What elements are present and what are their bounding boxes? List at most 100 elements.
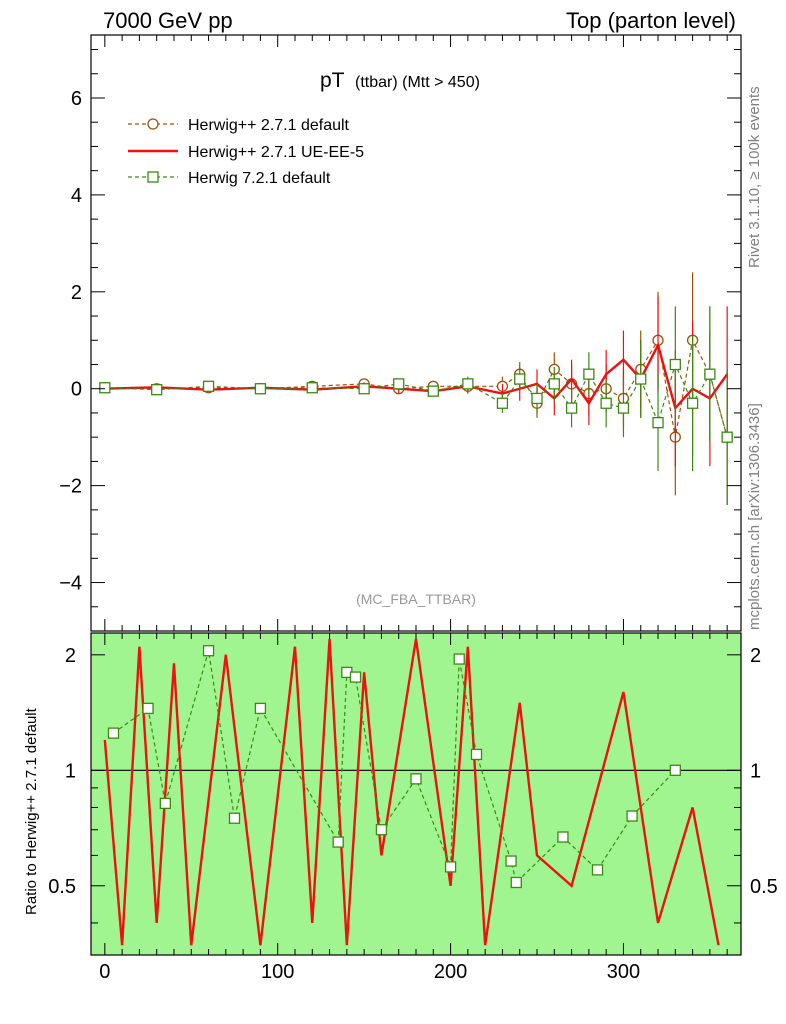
ratio-band [464, 633, 476, 955]
ratio-data-point [557, 831, 569, 843]
ratio-data-point [453, 653, 465, 665]
series-line [104, 362, 728, 438]
ratio-tick-label-left: 1 [65, 760, 76, 782]
data-point [617, 402, 630, 414]
ratio-band [578, 633, 590, 955]
ratio-band [339, 633, 351, 955]
ratio-band [671, 633, 683, 955]
ratio-band [402, 633, 414, 955]
ratio-band [485, 633, 497, 955]
ratio-band [256, 633, 268, 955]
chart-title-main: pT [320, 69, 345, 92]
data-point [99, 382, 111, 394]
y-tick-label: 4 [71, 185, 82, 207]
ratio-data-point [510, 876, 522, 889]
legend-label: Herwig++ 2.7.1 UE-EE-5 [188, 144, 364, 161]
ratio-band [122, 633, 133, 955]
ratio-data-point [669, 764, 681, 776]
ratio-band [101, 633, 113, 955]
ratio-band [205, 633, 216, 955]
data-point [254, 383, 267, 395]
ratio-band [153, 633, 165, 955]
data-point [306, 382, 318, 394]
y-tick-label: 2 [71, 282, 82, 304]
ratio-band [537, 633, 548, 955]
y-tick-label: −2 [59, 476, 82, 498]
ratio-band [702, 633, 714, 955]
ratio-band [308, 633, 320, 955]
header-right: Top (parton level) [566, 8, 736, 33]
data-point [514, 373, 526, 385]
ratio-band [184, 633, 196, 955]
data-point [669, 358, 681, 371]
ratio-band [173, 633, 185, 955]
data-point [427, 385, 439, 397]
legend-marker [147, 171, 159, 183]
axes-ticks: 0 100 200 300 −4 −2 0 2 4 6 0.5 0.5 1 1 2 2 [48, 35, 778, 983]
x-tick-label: 100 [261, 961, 294, 983]
ratio-band [412, 633, 424, 955]
data-point [531, 392, 543, 405]
ratio-band [599, 633, 611, 955]
ratio-data-point [142, 702, 154, 715]
data-point [393, 378, 405, 390]
ratio-band [630, 633, 642, 955]
ratio-band [319, 633, 331, 955]
ratio-tick-label-left: 2 [65, 645, 76, 667]
ratio-band [111, 633, 123, 955]
ratio-band [329, 633, 341, 955]
legend-marker [147, 118, 159, 130]
ratio-band [609, 633, 621, 955]
ratio-series-line [103, 638, 720, 946]
ratio-data-point [159, 797, 171, 810]
data-point [686, 397, 699, 409]
ratio-band [505, 633, 517, 955]
series-line [104, 338, 728, 438]
ratio-tick-label-right: 0.5 [750, 876, 778, 898]
ratio-band [619, 633, 631, 955]
y-tick-label: 6 [71, 88, 82, 110]
ratio-band [713, 633, 725, 955]
ratio-band [495, 633, 507, 955]
y-tick-label: −4 [59, 573, 82, 595]
series-line [104, 341, 729, 411]
ratio-plot-data [91, 638, 741, 946]
data-point [721, 431, 733, 443]
data-point [548, 378, 560, 390]
ratio-band [568, 633, 579, 955]
ratio-y-axis-title: Ratio to Herwig++ 2.7.1 default [23, 707, 40, 915]
ratio-data-point [375, 824, 388, 836]
main-plot-data [99, 272, 733, 506]
ratio-band [443, 633, 455, 955]
ratio-data-point [444, 861, 457, 873]
ratio-band [692, 633, 704, 955]
ratio-tick-label-right: 1 [750, 760, 761, 782]
ratio-data-point [254, 702, 267, 715]
ratio-data-point [349, 671, 362, 683]
data-point [583, 368, 595, 380]
legend: Herwig++ 2.7.1 default Herwig++ 2.7.1 UE-… [128, 117, 364, 187]
ratio-band [557, 633, 569, 955]
ratio-series-line [113, 650, 676, 884]
ratio-data-point [626, 810, 638, 822]
data-point [565, 402, 578, 414]
legend-label: Herwig 7.2.1 default [188, 170, 331, 187]
ratio-band [391, 633, 403, 955]
data-point [462, 378, 474, 390]
data-point [652, 416, 664, 429]
ratio-data-point [202, 645, 215, 657]
ratio-band [526, 633, 538, 955]
ratio-tick-label-right: 2 [750, 645, 761, 667]
ratio-band [547, 633, 559, 955]
ratio-data-point [332, 836, 344, 848]
x-tick-label: 0 [99, 961, 110, 983]
ratio-band [267, 633, 279, 955]
ratio-uncertainty-bands [91, 633, 741, 955]
ratio-band [651, 633, 662, 955]
y-tick-label: 0 [71, 379, 82, 401]
ratio-band [277, 633, 289, 955]
ratio-band [682, 633, 694, 955]
data-point [600, 397, 612, 409]
ratio-band [661, 633, 673, 955]
